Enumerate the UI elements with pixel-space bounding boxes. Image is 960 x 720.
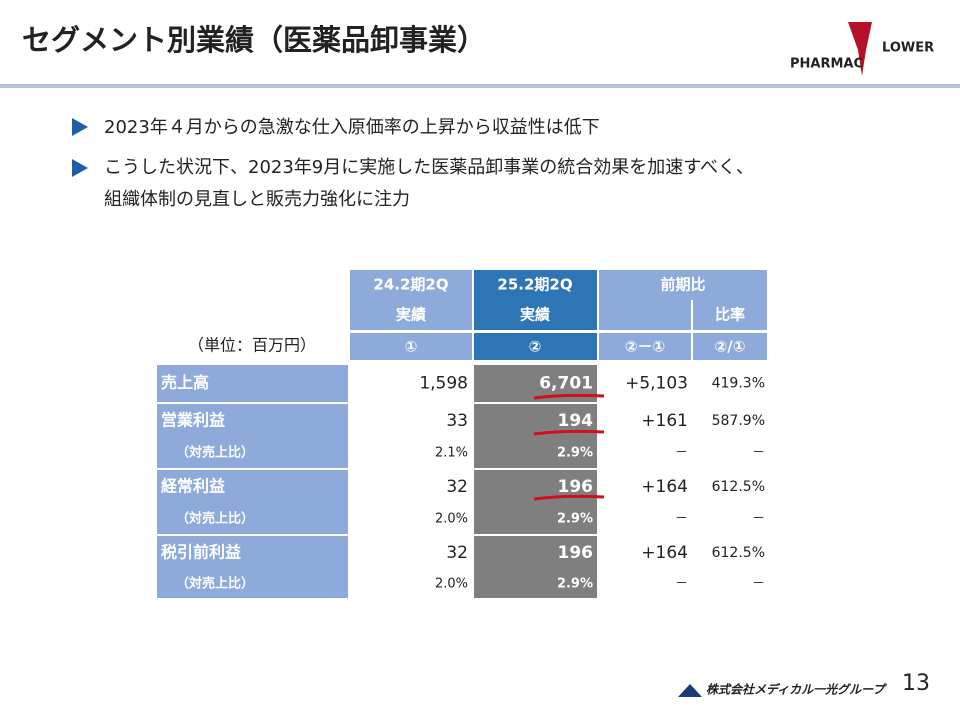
table-cell: 612.5% <box>712 545 765 561</box>
row-label: （対売上比） <box>176 445 254 461</box>
table-cell: +164 <box>641 477 688 497</box>
table-cell: 612.5% <box>712 479 765 495</box>
header-cell: 前期比 <box>660 276 705 294</box>
cell-bg <box>474 270 597 300</box>
annotation-underline <box>533 494 605 501</box>
table-cell: － <box>675 512 688 527</box>
cell-bg <box>693 333 767 360</box>
cell-bg <box>157 365 348 402</box>
header-cell: ②/① <box>715 338 746 356</box>
cell-bg <box>350 300 472 330</box>
table-cell: － <box>675 577 688 592</box>
cell-bg <box>157 536 348 598</box>
row-label: （対売上比） <box>176 511 254 527</box>
header-cell: 実績 <box>520 306 550 324</box>
cell-bg <box>599 300 691 330</box>
table-cell: 2.0% <box>435 512 468 527</box>
table-cell: 2.0% <box>435 577 468 592</box>
cell-bg <box>474 300 597 330</box>
table-cell: 32 <box>446 477 468 497</box>
bullet-icon <box>72 118 88 136</box>
table-cell: － <box>752 446 765 461</box>
annotation-underline <box>533 393 605 400</box>
table-cell: 2.9% <box>557 446 593 461</box>
footer-icon <box>678 684 702 697</box>
logo: PHARMAC LOWER <box>790 22 934 76</box>
row-label: 経常利益 <box>161 477 225 496</box>
cell-bg <box>350 333 472 360</box>
bullet-icon <box>72 159 88 177</box>
cell-bg <box>474 404 597 468</box>
title: セグメント別業績（医薬品卸事業） <box>22 23 486 57</box>
table-cell: 6,701 <box>539 374 593 394</box>
row-label: 税引前利益 <box>161 543 241 562</box>
header-rule <box>0 84 960 88</box>
cell-bg <box>350 270 472 300</box>
table-cell: － <box>752 512 765 527</box>
cell-bg <box>474 333 597 360</box>
table-cell: 419.3% <box>712 376 765 392</box>
header-cell: ② <box>529 338 542 356</box>
bullet-text: 組織体制の見直しと販売力強化に注力 <box>104 189 410 210</box>
bullets: 2023年４月からの急激な仕入原価率の上昇から収益性は低下 こうした状況下、20… <box>72 117 754 210</box>
cell-bg <box>157 470 348 534</box>
table-cell: 587.9% <box>712 413 765 429</box>
page-number: 13 <box>902 671 930 696</box>
annotation-underline <box>533 429 605 436</box>
table-cell: 2.9% <box>557 577 593 592</box>
row-label: （対売上比） <box>176 576 254 592</box>
header-cell: 比率 <box>715 306 745 324</box>
table-cell: +5,103 <box>625 374 688 394</box>
table-cell: 33 <box>446 411 468 431</box>
header-cell: 実績 <box>396 306 426 324</box>
table-cell: 2.9% <box>557 512 593 527</box>
cell-bg <box>157 404 348 468</box>
logo-text: LOWER <box>882 41 934 56</box>
footer-company: 株式会社メディカル一光グループ <box>706 683 887 697</box>
bullet-text: 2023年４月からの急激な仕入原価率の上昇から収益性は低下 <box>104 117 600 138</box>
cell-bg <box>693 300 767 330</box>
row-label: 売上高 <box>161 373 209 392</box>
table-cell: － <box>752 577 765 592</box>
logo-text: PHARMAC <box>790 57 863 72</box>
table-cell: 194 <box>558 411 594 431</box>
logo-icon <box>848 22 872 76</box>
footer: 株式会社メディカル一光グループ 13 <box>678 671 930 697</box>
cell-bg <box>474 470 597 534</box>
table-cell: － <box>675 446 688 461</box>
table-cell: 2.1% <box>435 446 468 461</box>
cell-bg <box>474 536 597 598</box>
header-cell: ②－① <box>625 338 665 356</box>
cell-bg <box>599 333 691 360</box>
table-cell: 32 <box>446 543 468 563</box>
table-cell: +164 <box>641 543 688 563</box>
cell-bg <box>599 270 767 300</box>
header-cell: 25.2期2Q <box>497 276 572 294</box>
header-cell: 24.2期2Q <box>373 276 448 294</box>
header-cell: ① <box>405 338 418 356</box>
unit-label: （単位：百万円） <box>188 336 316 355</box>
table-cell: 1,598 <box>419 374 468 394</box>
table-cell: 196 <box>558 477 594 497</box>
bullet-text: こうした状況下、2023年9月に実施した医薬品卸事業の統合効果を加速すべく、 <box>104 157 754 178</box>
table-cell: +161 <box>641 411 688 431</box>
row-label: 営業利益 <box>161 411 225 430</box>
table-cell: 196 <box>558 543 594 563</box>
